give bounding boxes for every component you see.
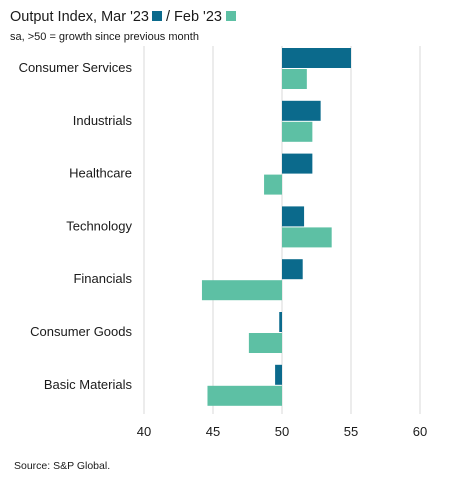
bar-technology-feb <box>282 227 332 248</box>
bar-healthcare-feb <box>264 174 282 195</box>
x-tick-label: 50 <box>275 424 289 439</box>
category-label: Consumer Goods <box>30 324 132 339</box>
bar-healthcare-mar <box>282 153 313 174</box>
bar-technology-mar <box>282 206 305 227</box>
category-label: Healthcare <box>69 166 132 181</box>
x-tick-label: 40 <box>137 424 151 439</box>
bar-consumer-goods-mar <box>279 312 282 332</box>
category-label: Technology <box>66 218 132 233</box>
title-feb-label: / Feb '23 <box>165 9 222 25</box>
category-label: Consumer Services <box>19 60 133 75</box>
bar-industrials-feb <box>282 121 313 142</box>
legend-swatch-feb <box>225 11 236 21</box>
category-label: Basic Materials <box>44 377 133 392</box>
bar-industrials-mar <box>282 100 321 121</box>
bar-financials-mar <box>282 259 303 280</box>
chart-title: Output Index, Mar '23 / Feb '23 <box>10 9 240 25</box>
source-note: Source: S&P Global. <box>14 460 111 472</box>
x-tick-label: 55 <box>344 424 358 439</box>
category-label: Industrials <box>73 113 133 128</box>
bar-consumer-services-feb <box>282 69 307 89</box>
bar-basic-materials-mar <box>275 364 282 385</box>
bar-basic-materials-feb <box>207 385 282 406</box>
bar-consumer-services-mar <box>282 48 351 68</box>
chart-subtitle: sa, >50 = growth since previous month <box>10 31 199 43</box>
category-label: Financials <box>73 271 132 286</box>
legend-swatch-mar <box>151 11 162 21</box>
x-tick-label: 60 <box>413 424 427 439</box>
bar-financials-feb <box>201 280 282 301</box>
title-mar-label: Output Index, Mar '23 <box>10 9 149 25</box>
bar-consumer-goods-feb <box>248 333 282 353</box>
x-tick-label: 45 <box>206 424 220 439</box>
